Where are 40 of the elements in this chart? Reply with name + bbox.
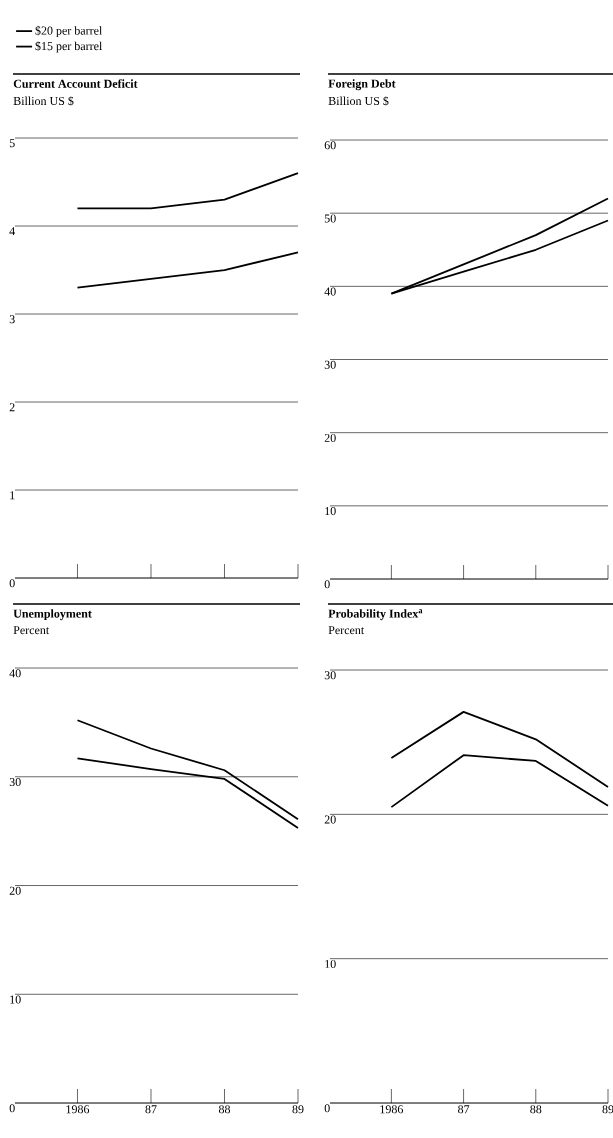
y-tick-label: 60 — [324, 141, 336, 150]
y-tick-label: 30 — [324, 360, 336, 369]
chart-title: Unemployment — [13, 609, 92, 621]
y-tick-label: 0 — [9, 1104, 15, 1113]
x-tick-label: 89 — [292, 1105, 304, 1114]
chart-subtitle: Billion US $ — [328, 96, 389, 106]
x-tick-label: 87 — [458, 1105, 470, 1114]
y-tick-label: 30 — [9, 777, 21, 787]
y-tick-label: 5 — [9, 139, 15, 148]
chart-subtitle: Percent — [13, 626, 50, 635]
chart-subtitle: Percent — [328, 626, 365, 635]
y-tick-label: 10 — [325, 959, 336, 968]
y-tick-label: 20 — [324, 815, 336, 824]
y-tick-label: 1 — [10, 491, 15, 500]
x-tick-label: 1986 — [66, 1105, 90, 1114]
chart-title: Foreign Debt — [328, 79, 396, 91]
y-tick-label: 20 — [9, 886, 21, 895]
y-tick-label: 20 — [324, 433, 336, 442]
y-tick-label: 50 — [324, 214, 336, 223]
chart-title: Probability Index$^{a}$ — [328, 609, 423, 621]
y-tick-label: 2 — [9, 403, 15, 412]
x-tick-label: 88 — [530, 1105, 542, 1114]
y-tick-label: 30 — [324, 671, 336, 680]
y-tick-label: 10 — [10, 995, 21, 1004]
y-tick-label: 40 — [324, 287, 336, 296]
y-tick-label: 3 — [9, 315, 15, 324]
legend-label: $15 per barrel — [35, 41, 103, 53]
y-tick-label: 40 — [9, 669, 21, 678]
y-tick-label: 0 — [9, 579, 15, 588]
x-tick-label: 89 — [602, 1105, 613, 1114]
y-tick-label: 0 — [324, 1104, 330, 1113]
x-tick-label: 87 — [145, 1105, 157, 1114]
y-tick-label: 10 — [325, 507, 336, 516]
y-tick-label: 0 — [324, 580, 330, 589]
y-tick-label: 4 — [9, 227, 16, 236]
chart-subtitle: Billion US $ — [13, 96, 74, 106]
legend-label: $20 per barrel — [35, 25, 103, 38]
x-tick-label: 88 — [218, 1105, 231, 1114]
x-tick-label: 1986 — [380, 1105, 404, 1114]
chart-title: Current Account Deficit — [13, 79, 138, 88]
